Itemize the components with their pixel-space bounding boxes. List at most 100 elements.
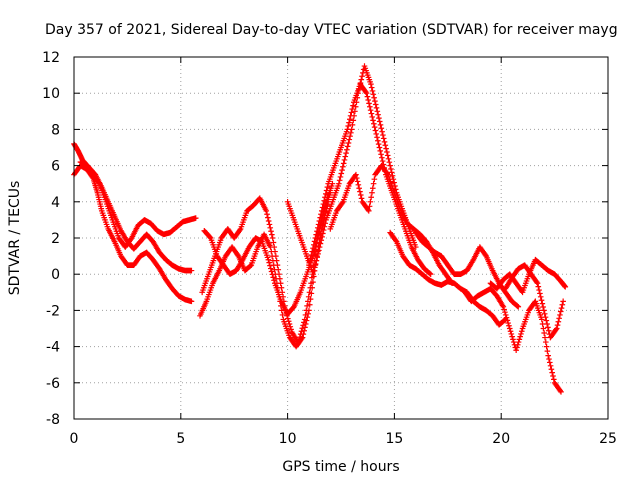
data-point xyxy=(354,178,361,185)
data-point xyxy=(545,352,551,359)
data-point xyxy=(307,284,314,291)
data-point xyxy=(370,180,377,187)
data-point xyxy=(553,326,559,333)
data-point xyxy=(309,274,315,281)
data-point xyxy=(388,166,394,172)
data-point xyxy=(554,322,561,328)
data-point xyxy=(504,317,511,324)
data-point xyxy=(546,359,553,366)
data-point xyxy=(555,318,562,325)
data-point xyxy=(544,321,550,327)
data-point xyxy=(273,257,280,264)
data-point xyxy=(350,102,356,109)
data-point xyxy=(558,389,564,395)
data-point xyxy=(505,320,511,326)
data-point xyxy=(374,134,380,141)
data-point xyxy=(338,170,345,177)
data-point xyxy=(347,113,354,119)
data-point xyxy=(305,310,311,317)
data-point xyxy=(339,200,346,206)
data-point xyxy=(306,258,313,265)
x-tick-label: 25 xyxy=(599,431,617,447)
data-point xyxy=(295,340,302,346)
data-point xyxy=(311,238,318,245)
data-point xyxy=(559,301,566,308)
data-point xyxy=(542,314,549,320)
data-point xyxy=(340,163,346,170)
data-point xyxy=(369,114,376,120)
data-point xyxy=(312,264,318,271)
data-point xyxy=(364,93,371,100)
data-point xyxy=(371,94,377,101)
data-point xyxy=(507,328,514,335)
data-point xyxy=(310,271,317,277)
data-point xyxy=(353,175,360,181)
data-point xyxy=(548,366,555,373)
data-point xyxy=(371,120,377,127)
data-point xyxy=(321,223,328,230)
data-point xyxy=(357,188,363,195)
data-point xyxy=(502,309,508,316)
data-point xyxy=(557,387,564,394)
data-point xyxy=(378,125,385,132)
data-point xyxy=(380,132,386,138)
data-point xyxy=(300,322,306,329)
data-point xyxy=(392,237,399,244)
data-point xyxy=(264,211,270,218)
data-point xyxy=(355,182,362,188)
data-point xyxy=(516,336,523,343)
y-tick-label: -4 xyxy=(46,340,60,356)
data-point xyxy=(358,76,365,83)
data-point xyxy=(556,315,562,322)
y-tick-label: 4 xyxy=(51,195,60,211)
data-point xyxy=(319,234,325,240)
data-point xyxy=(303,307,310,314)
data-point xyxy=(270,274,276,281)
data-point xyxy=(356,185,362,192)
data-point xyxy=(384,170,390,177)
data-point xyxy=(276,271,282,277)
data-point xyxy=(318,211,324,218)
data-point xyxy=(336,180,342,187)
data-point xyxy=(383,145,389,152)
data-point xyxy=(345,123,352,129)
data-point xyxy=(275,266,282,273)
data-point xyxy=(376,144,383,151)
data-point xyxy=(277,275,283,282)
x-tick-label: 0 xyxy=(70,431,79,447)
data-point xyxy=(533,279,540,285)
data-point xyxy=(557,312,563,318)
data-point xyxy=(307,255,314,262)
data-point xyxy=(340,160,347,167)
data-point xyxy=(345,140,352,146)
data-point xyxy=(365,97,372,103)
data-point xyxy=(371,176,378,182)
data-point xyxy=(337,174,344,180)
data-point xyxy=(347,116,353,123)
data-point xyxy=(267,265,274,272)
data-point xyxy=(192,215,199,221)
data-point xyxy=(247,263,254,269)
data-point xyxy=(269,231,275,238)
data-point xyxy=(540,304,546,310)
data-point xyxy=(320,201,327,207)
data-point xyxy=(363,90,370,96)
data-point xyxy=(380,135,387,142)
data-point xyxy=(545,327,552,334)
data-point xyxy=(296,337,302,343)
data-point xyxy=(313,257,320,264)
data-point xyxy=(288,326,294,333)
data-point xyxy=(306,289,313,296)
data-point xyxy=(305,294,312,300)
data-point xyxy=(550,373,556,379)
data-point xyxy=(341,157,348,163)
y-tick-label: 2 xyxy=(51,231,60,247)
data-point xyxy=(316,244,323,250)
data-point xyxy=(301,319,307,326)
data-point xyxy=(310,241,317,248)
data-point xyxy=(344,126,351,133)
data-point xyxy=(503,314,510,321)
data-point xyxy=(553,325,560,332)
grid-lines xyxy=(74,57,608,419)
data-point xyxy=(308,280,314,287)
